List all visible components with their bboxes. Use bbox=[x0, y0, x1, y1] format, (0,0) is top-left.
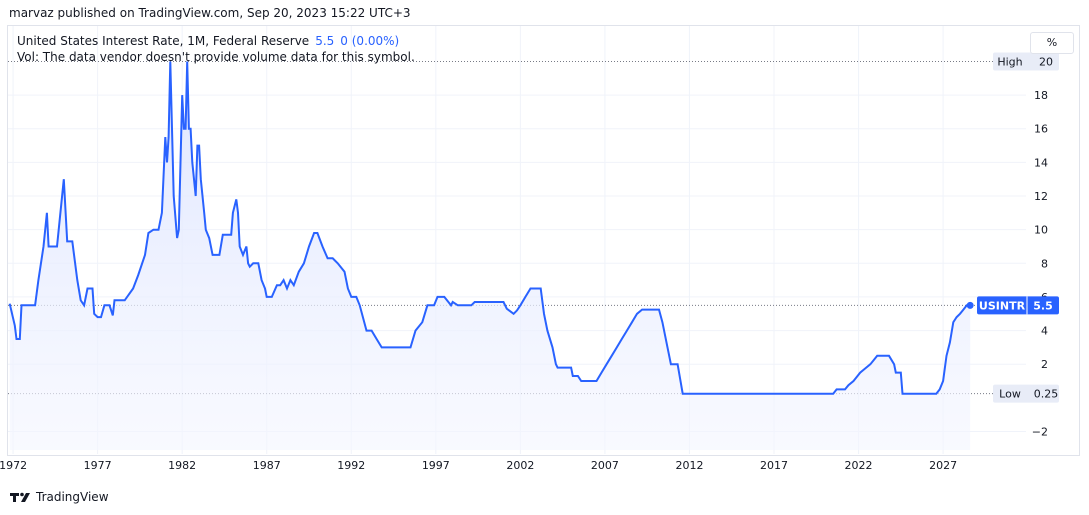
last-value-label-symbol: USINTR bbox=[979, 299, 1026, 312]
y-tick-label: 16 bbox=[1034, 123, 1048, 136]
x-tick-label: 2007 bbox=[591, 459, 619, 472]
legend-change: 0 (0.00%) bbox=[340, 34, 400, 48]
high-label: High 20 bbox=[993, 52, 1059, 71]
y-tick-label: −2 bbox=[1032, 425, 1048, 438]
x-tick-label: 2027 bbox=[929, 459, 957, 472]
low-label-bg bbox=[993, 384, 1059, 403]
low-label-value: 0.25 bbox=[1034, 388, 1059, 401]
tradingview-logo-icon bbox=[10, 492, 30, 502]
symbol-legend: United States Interest Rate, 1M, Federal… bbox=[17, 34, 399, 48]
chart-frame bbox=[7, 25, 1080, 456]
y-tick-label: 8 bbox=[1041, 257, 1048, 270]
high-label-value: 20 bbox=[1039, 55, 1053, 68]
last-value-label-bg bbox=[977, 296, 1059, 315]
high-label-bg bbox=[993, 52, 1059, 71]
x-tick-label: 2022 bbox=[845, 459, 873, 472]
x-axis[interactable]: 1972 1977 1982 1987 1992 1997 2002 2007 2012 2017… bbox=[0, 459, 957, 472]
last-value-label: USINTR 5.5 bbox=[977, 296, 1059, 315]
x-tick-label: 1972 bbox=[0, 459, 27, 472]
legend-title: United States Interest Rate, 1M, Federal… bbox=[17, 34, 310, 48]
x-tick-label: 1977 bbox=[84, 459, 112, 472]
percent-scale-button[interactable]: % bbox=[1030, 32, 1074, 54]
y-tick-label: 12 bbox=[1034, 190, 1048, 203]
y-tick-label: 2 bbox=[1041, 358, 1048, 371]
legend-value: 5.5 bbox=[315, 34, 335, 48]
x-tick-label: 2002 bbox=[506, 459, 534, 472]
high-label-name: High bbox=[997, 55, 1022, 68]
series-line bbox=[8, 61, 971, 395]
x-tick-label: 1997 bbox=[422, 459, 450, 472]
y-tick-label: 18 bbox=[1034, 89, 1048, 102]
x-tick-label: 1992 bbox=[337, 459, 365, 472]
low-label: Low 0.25 bbox=[993, 384, 1059, 403]
y-tick-label: 4 bbox=[1041, 325, 1048, 338]
series-area-fill bbox=[9, 61, 971, 450]
x-tick-label: 2012 bbox=[675, 459, 703, 472]
price-labels: High 20 Low 0.25 USINTR 5.5 bbox=[977, 52, 1059, 403]
published-header: marvaz published on TradingView.com, Sep… bbox=[9, 6, 411, 20]
last-value-dot bbox=[966, 301, 974, 309]
x-tick-label: 2017 bbox=[760, 459, 788, 472]
y-tick-label: 10 bbox=[1034, 224, 1048, 237]
footer-brand-name: TradingView bbox=[36, 490, 109, 504]
low-label-name: Low bbox=[999, 388, 1021, 401]
y-tick-label: 14 bbox=[1034, 156, 1048, 169]
x-tick-label: 1982 bbox=[168, 459, 196, 472]
footer-brand[interactable]: TradingView bbox=[10, 490, 109, 504]
last-value-label-value: 5.5 bbox=[1033, 299, 1053, 312]
volume-note: Vol: The data vendor doesn't provide vol… bbox=[17, 50, 415, 64]
x-tick-label: 1987 bbox=[253, 459, 281, 472]
